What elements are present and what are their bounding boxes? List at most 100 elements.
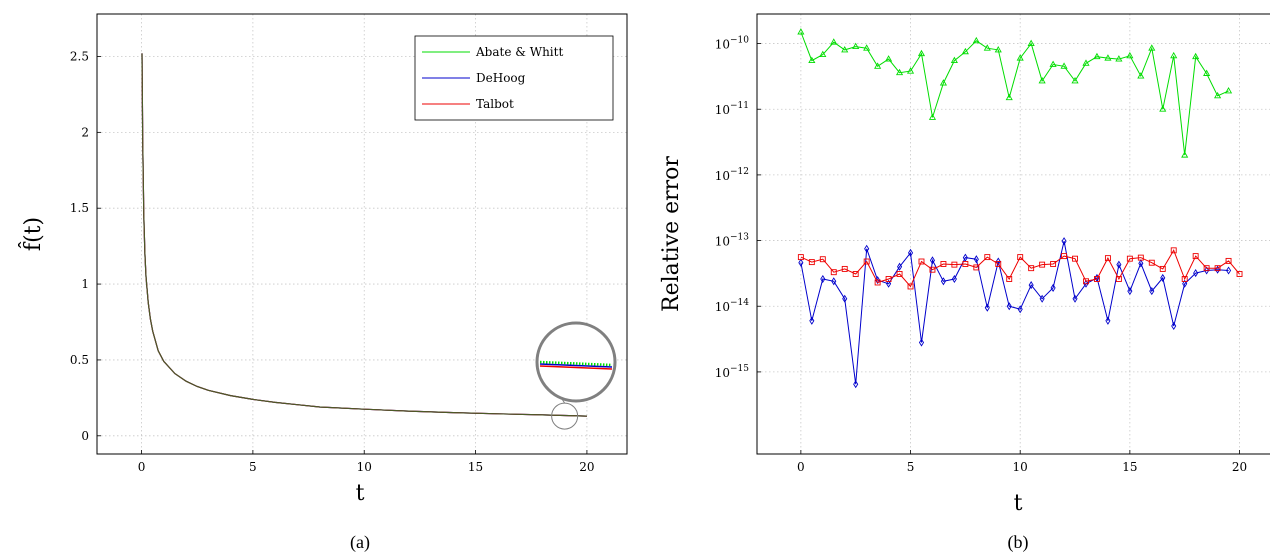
panel-b-ylabel: Relative error	[659, 156, 684, 312]
point-abate-whitt	[874, 62, 882, 69]
x-tick-label: 5	[249, 460, 257, 474]
point-talbot	[973, 264, 980, 271]
point-talbot	[1148, 259, 1155, 266]
point-abate-whitt	[1082, 59, 1090, 66]
point-dehoog	[1061, 237, 1067, 246]
point-dehoog	[907, 248, 914, 257]
point-dehoog	[1226, 266, 1232, 275]
panel-a-magnifier	[535, 321, 617, 430]
panel-a-curves	[141, 53, 587, 417]
point-dehoog	[864, 244, 870, 253]
point-abate-whitt	[1027, 39, 1035, 47]
point-abate-whitt	[1093, 52, 1101, 60]
point-dehoog	[918, 338, 925, 347]
legend-label-abate-whitt: Abate & Whitt	[475, 45, 563, 59]
series-line-abate-whitt	[800, 31, 1229, 156]
point-abate-whitt	[1038, 76, 1046, 84]
point-dehoog	[831, 277, 837, 286]
point-abate-whitt	[1049, 60, 1057, 67]
point-talbot	[995, 261, 1002, 267]
point-dehoog	[1072, 294, 1078, 303]
point-talbot	[1006, 276, 1013, 282]
point-abate-whitt	[819, 50, 827, 58]
point-dehoog	[820, 274, 826, 284]
panel-b-plot-frame	[756, 13, 1270, 455]
y-tick-label: 10−10	[715, 36, 750, 52]
point-talbot	[1017, 254, 1024, 261]
point-talbot	[1104, 255, 1111, 262]
y-tick-label: 10−13	[715, 233, 750, 249]
panel-a-xlabel: t	[356, 481, 365, 506]
y-tick-label: 10−15	[715, 364, 750, 380]
point-talbot	[1050, 261, 1057, 267]
series-line-dehoog	[800, 240, 1229, 385]
point-abate-whitt	[983, 44, 991, 51]
point-abate-whitt	[808, 56, 816, 64]
point-dehoog	[853, 380, 859, 389]
x-tick-label: 20	[1232, 460, 1247, 474]
point-talbot	[1170, 247, 1177, 254]
point-abate-whitt	[852, 42, 860, 50]
point-abate-whitt	[895, 68, 904, 76]
y-tick-label: 1.5	[70, 201, 89, 215]
point-talbot	[885, 276, 892, 282]
point-talbot	[918, 258, 925, 265]
point-abate-whitt	[1071, 76, 1079, 84]
point-talbot	[1039, 261, 1046, 268]
point-abate-whitt	[1192, 52, 1200, 60]
point-abate-whitt	[994, 45, 1002, 53]
panel-a-caption: (a)	[350, 532, 370, 553]
panel-a-ylabel: f̂(t)	[19, 217, 46, 251]
point-abate-whitt	[1159, 105, 1167, 112]
point-talbot	[940, 261, 947, 267]
x-tick-label: 20	[579, 460, 594, 474]
point-dehoog	[886, 279, 892, 288]
panel-b-xlabel: t	[1014, 491, 1023, 516]
point-abate-whitt	[885, 55, 893, 62]
x-tick-label: 5	[907, 460, 915, 474]
x-tick-label: 10	[1013, 460, 1028, 474]
magnifier-line-dehoog	[539, 363, 613, 368]
point-dehoog	[973, 255, 979, 264]
point-talbot	[1192, 253, 1199, 260]
point-talbot	[1126, 255, 1133, 262]
point-dehoog	[951, 274, 957, 284]
point-dehoog	[1006, 302, 1012, 311]
point-talbot	[1083, 278, 1089, 285]
point-abate-whitt	[950, 56, 958, 64]
point-talbot	[896, 271, 903, 277]
magnifier-line-abate-whitt	[539, 360, 613, 367]
point-dehoog	[1050, 283, 1056, 292]
point-abate-whitt	[863, 44, 871, 51]
panel-b-series	[797, 28, 1243, 389]
point-abate-whitt	[972, 36, 980, 44]
point-dehoog	[809, 316, 815, 325]
point-talbot	[929, 266, 936, 273]
point-talbot	[1236, 271, 1243, 277]
point-abate-whitt	[1203, 69, 1211, 76]
x-tick-label: 0	[797, 460, 805, 474]
series-line-talbot	[800, 249, 1240, 288]
x-tick-label: 0	[138, 460, 146, 474]
point-dehoog	[1193, 269, 1199, 278]
y-tick-label: 10−12	[715, 167, 749, 183]
point-abate-whitt	[1170, 51, 1178, 59]
point-talbot	[863, 258, 870, 265]
point-talbot	[874, 279, 881, 286]
point-dehoog	[1105, 316, 1111, 325]
point-dehoog	[1182, 279, 1188, 288]
legend-label-talbot: Talbot	[476, 97, 514, 111]
point-talbot	[1203, 265, 1210, 272]
point-talbot	[1115, 276, 1122, 282]
point-abate-whitt	[841, 45, 849, 53]
point-abate-whitt	[1214, 91, 1222, 99]
point-talbot	[852, 271, 859, 277]
x-tick-label: 15	[1122, 460, 1137, 474]
point-talbot	[962, 261, 969, 267]
point-abate-whitt	[1016, 54, 1024, 61]
panel-b-caption: (b)	[1008, 532, 1029, 553]
point-dehoog	[940, 277, 946, 286]
y-tick-label: 10−14	[715, 298, 750, 314]
point-dehoog	[1083, 279, 1089, 288]
